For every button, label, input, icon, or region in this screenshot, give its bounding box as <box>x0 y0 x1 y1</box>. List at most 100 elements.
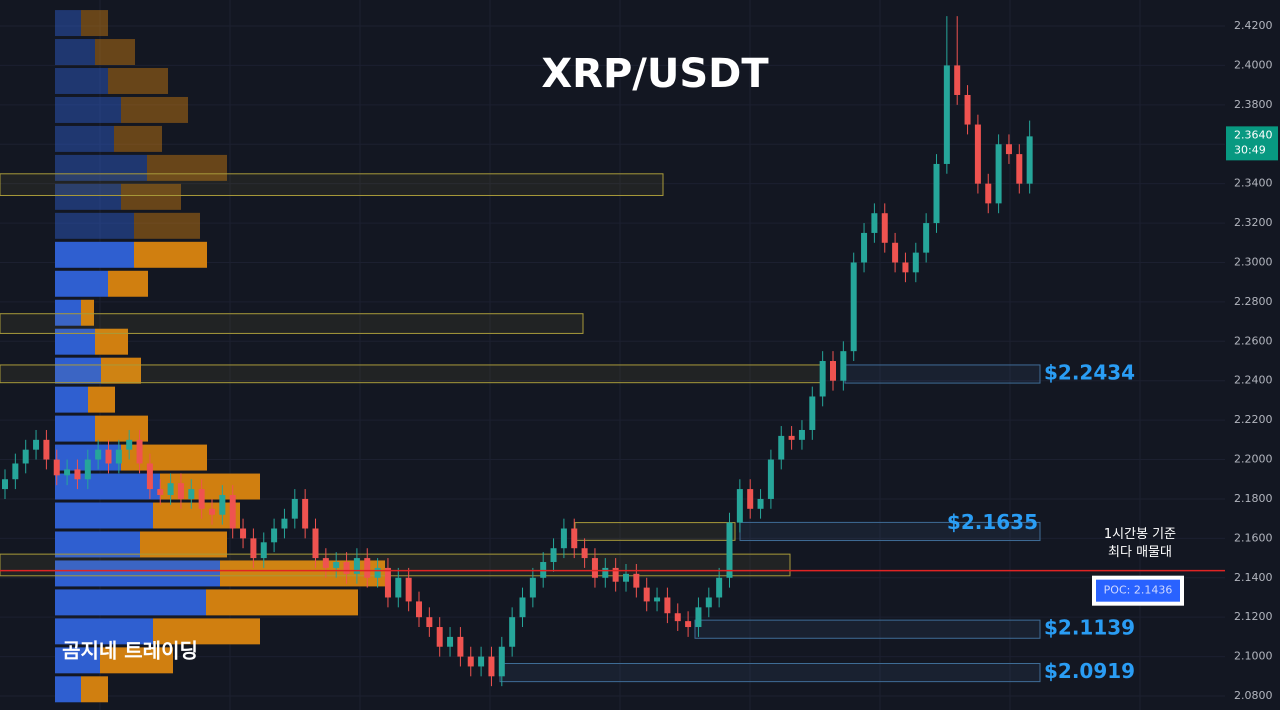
candle-body <box>540 562 547 578</box>
candle-body <box>281 518 288 529</box>
profile-buy <box>55 676 81 703</box>
profile-buy <box>55 270 108 297</box>
candle-body <box>654 597 661 602</box>
profile-sell <box>88 386 115 413</box>
candle-body <box>529 577 536 598</box>
candle-body <box>581 548 588 559</box>
profile-sell <box>108 68 168 94</box>
candle-body <box>12 463 19 480</box>
candle-body <box>964 94 971 125</box>
y-tick-label: 2.2200 <box>1234 413 1273 426</box>
candle-body <box>767 459 774 499</box>
profile-sell <box>108 270 148 297</box>
profile-sell <box>81 299 94 326</box>
candle-body <box>995 144 1002 204</box>
candle-body <box>53 459 60 476</box>
candle-body <box>716 577 723 598</box>
candle-body <box>819 361 826 397</box>
candle-body <box>591 558 598 578</box>
profile-sell <box>101 357 141 384</box>
candle-body <box>612 567 619 582</box>
candle-body <box>664 597 671 614</box>
candle-body <box>602 567 609 578</box>
candle-body <box>436 627 443 647</box>
profile-buy <box>55 415 95 442</box>
candle-body <box>136 439 143 464</box>
profile-sell <box>95 39 135 66</box>
y-tick-label: 2.3800 <box>1234 98 1273 111</box>
profile-buy <box>55 386 88 413</box>
candle-body <box>912 252 919 273</box>
candle-body <box>560 528 567 549</box>
candle-body <box>923 223 930 253</box>
candle-body <box>126 439 133 450</box>
profile-buy <box>55 154 147 181</box>
candle-body <box>384 567 391 598</box>
profile-buy <box>55 473 160 500</box>
candle-body <box>933 163 940 224</box>
profile-buy <box>55 125 114 152</box>
zone <box>0 364 826 384</box>
poc-note: 1시간봉 기준 <box>1104 527 1176 542</box>
candle-body <box>167 483 174 496</box>
y-tick-label: 2.3400 <box>1234 177 1273 190</box>
candle-body <box>22 449 29 464</box>
candle-body <box>519 597 526 618</box>
level-box <box>694 619 1041 639</box>
countdown: 30:49 <box>1234 143 1266 156</box>
candle-body <box>778 435 785 460</box>
y-tick-label: 2.3000 <box>1234 255 1273 268</box>
candle-body <box>115 449 122 464</box>
candle-body <box>509 617 516 647</box>
zone <box>0 173 664 196</box>
candle-body <box>685 621 692 628</box>
profile-sell <box>121 444 207 471</box>
candle-body <box>312 528 319 559</box>
candle-body <box>643 587 650 602</box>
profile-buy <box>55 212 134 239</box>
price-tag <box>1226 126 1278 161</box>
candle-body <box>188 489 195 499</box>
candle-body <box>705 597 712 608</box>
profile-buy <box>55 618 153 645</box>
candle-body <box>322 558 329 568</box>
candle-body <box>498 646 505 677</box>
y-tick-label: 2.0800 <box>1234 689 1273 702</box>
candle-body <box>302 498 309 529</box>
y-tick-label: 2.1000 <box>1234 650 1273 663</box>
candle-body <box>943 65 950 164</box>
candle-body <box>478 656 485 667</box>
profile-sell <box>134 212 200 239</box>
profile-buy <box>55 241 134 268</box>
candle-body <box>260 542 267 559</box>
chart-title: XRP/USDT <box>541 51 769 97</box>
profile-buy <box>55 299 81 326</box>
profile-sell <box>153 502 240 529</box>
candle-body <box>291 498 298 519</box>
candle-body <box>177 483 184 499</box>
profile-sell <box>121 183 181 210</box>
candle-body <box>633 573 640 588</box>
poc-box <box>1096 579 1180 602</box>
candle-body <box>2 479 8 490</box>
y-tick-label: 2.2600 <box>1234 334 1273 347</box>
candle-body <box>488 656 495 677</box>
profile-buy <box>55 96 121 123</box>
watermark: 곰지네 트레이딩 <box>62 639 198 663</box>
y-tick-label: 2.3200 <box>1234 216 1273 229</box>
candle-body <box>1005 144 1012 155</box>
candle-body <box>902 262 909 273</box>
candle-body <box>830 361 836 381</box>
poc-note: 최다 매물대 <box>1108 545 1172 560</box>
candle-body <box>974 124 981 184</box>
zone <box>0 313 584 334</box>
candle-body <box>1026 136 1033 184</box>
profile-sell <box>81 10 108 37</box>
profile-sell <box>140 531 227 558</box>
candle-body <box>892 242 899 263</box>
candle-body <box>809 396 816 430</box>
candle-body <box>550 548 557 563</box>
candle-body <box>271 528 278 543</box>
profile-buy <box>55 39 95 66</box>
